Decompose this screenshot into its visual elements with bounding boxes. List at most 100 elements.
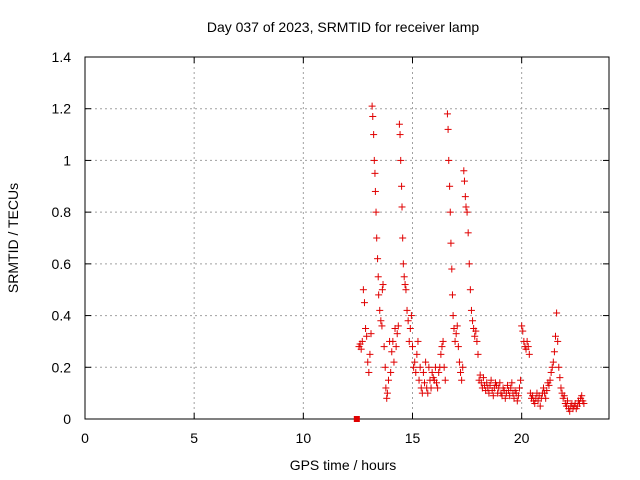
y-tick-label: 0 <box>63 411 71 427</box>
data-point <box>372 208 380 216</box>
data-point <box>384 376 392 384</box>
data-point <box>453 322 461 330</box>
data-point <box>557 384 565 392</box>
data-point <box>412 368 420 376</box>
data-point <box>394 322 402 330</box>
data-point <box>366 350 374 358</box>
grid <box>85 57 609 419</box>
data-point <box>419 368 427 376</box>
data-point <box>370 131 378 139</box>
data-point <box>379 281 387 289</box>
plot-area <box>84 56 610 420</box>
data-point <box>446 208 454 216</box>
data-point <box>546 376 554 384</box>
data-point <box>441 376 449 384</box>
data-point <box>364 358 372 366</box>
data-point <box>446 182 454 190</box>
data-point <box>553 309 561 317</box>
data-point <box>434 384 442 392</box>
data-point <box>517 376 525 384</box>
data-point <box>536 402 544 410</box>
data-point <box>369 112 377 120</box>
data-point <box>462 203 470 211</box>
data-point <box>447 239 455 247</box>
data-point <box>398 203 406 211</box>
data-series-lamp <box>353 102 588 422</box>
y-tick-label: 0.8 <box>52 204 72 220</box>
data-point <box>452 330 460 338</box>
data-point <box>390 358 398 366</box>
data-point <box>371 169 379 177</box>
data-point <box>578 392 586 400</box>
data-point <box>362 325 370 332</box>
data-point <box>365 368 373 376</box>
data-point <box>403 306 411 314</box>
data-point <box>564 397 572 405</box>
data-point <box>443 110 451 118</box>
data-point <box>487 376 495 384</box>
data-point <box>392 343 400 351</box>
data-point <box>357 345 365 353</box>
data-point <box>438 343 446 351</box>
data-point <box>548 363 556 371</box>
data-point <box>389 337 397 345</box>
data-point <box>437 350 445 358</box>
data-point <box>580 399 588 407</box>
data-point <box>415 376 423 384</box>
data-point <box>451 337 459 345</box>
data-point <box>381 363 389 371</box>
y-tick-label: 1.2 <box>52 101 72 117</box>
data-point <box>387 368 395 376</box>
data-point <box>454 343 462 351</box>
data-point <box>474 350 482 358</box>
data-point <box>556 374 564 382</box>
data-point <box>469 317 477 325</box>
data-point <box>411 358 419 366</box>
data-point <box>514 392 522 400</box>
data-point <box>400 273 408 281</box>
data-point <box>524 343 532 351</box>
data-point <box>523 337 531 345</box>
data-point <box>406 325 414 332</box>
data-point <box>459 363 467 371</box>
data-point <box>399 260 407 268</box>
data-point <box>407 312 415 320</box>
x-tick-label: 0 <box>81 430 89 446</box>
data-point <box>457 368 465 376</box>
data-point <box>448 265 456 273</box>
y-tick-label: 0.6 <box>52 256 72 272</box>
y-tick-label: 1 <box>63 152 71 168</box>
y-tick-label: 0.2 <box>52 359 72 375</box>
data-point <box>409 343 416 351</box>
data-point <box>518 322 526 330</box>
data-point <box>401 281 409 289</box>
y-axis-label: SRMTID / TECUs <box>5 183 21 293</box>
data-point <box>440 363 448 371</box>
data-point <box>486 381 494 389</box>
data-point <box>461 193 469 201</box>
x-tick-label: 20 <box>514 430 530 446</box>
data-point <box>463 208 471 216</box>
x-tick-label: 5 <box>190 430 198 446</box>
data-point <box>460 177 468 185</box>
data-point <box>376 306 384 314</box>
data-point <box>439 337 447 345</box>
data-point <box>508 379 516 387</box>
data-point <box>507 384 515 392</box>
data-point <box>410 363 418 371</box>
data-point <box>367 330 375 338</box>
data-point <box>464 229 472 237</box>
data-point <box>425 363 433 371</box>
data-point <box>460 167 468 175</box>
data-point <box>395 120 403 128</box>
data-point <box>435 368 443 376</box>
data-point <box>374 273 382 281</box>
data-point <box>378 322 386 330</box>
data-point <box>382 384 390 392</box>
data-point <box>371 187 379 195</box>
data-point <box>399 234 407 242</box>
data-point <box>448 291 456 299</box>
data-point <box>374 255 382 263</box>
data-point <box>552 332 560 340</box>
